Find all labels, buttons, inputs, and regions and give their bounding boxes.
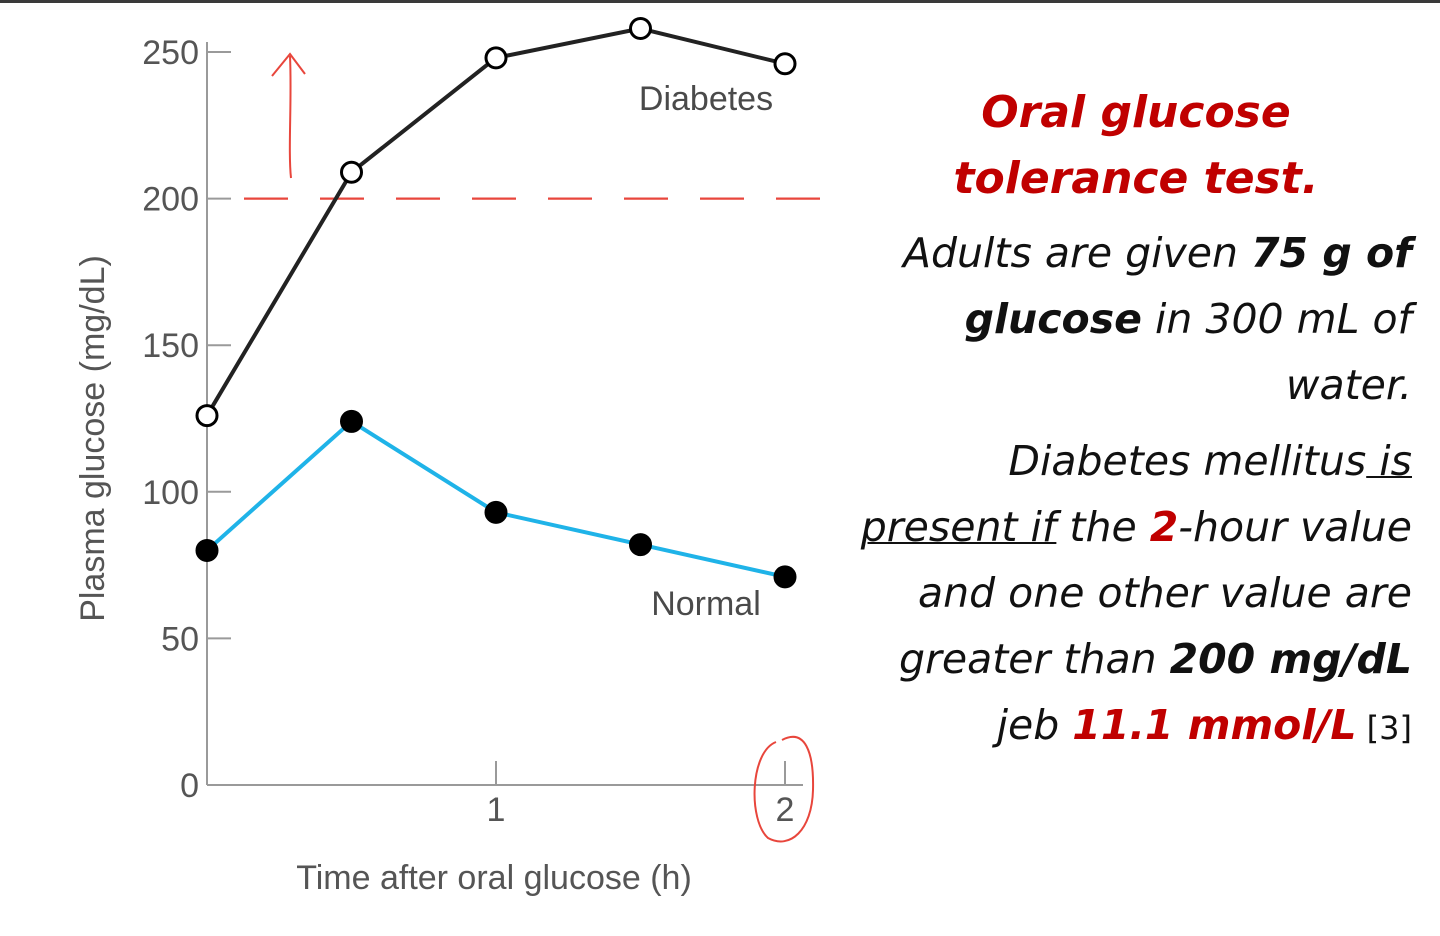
up-arrow-annotation <box>271 52 306 179</box>
data-point-normal <box>629 533 652 557</box>
top-border <box>0 0 1440 3</box>
criteria-threshold-mgdl: 200 mg/dL <box>1169 635 1412 683</box>
data-point-normal <box>773 565 797 589</box>
criteria-threshold-mmol: 11.1 mmol/L <box>1072 701 1357 749</box>
series-label-normal: Normal <box>651 585 761 623</box>
dose-paragraph: Adults are given 75 g of glucose in 300 … <box>860 220 1412 418</box>
criteria-text-4: jeb <box>996 701 1073 749</box>
data-point-diabetes <box>629 17 652 41</box>
x-tick-label: 2 <box>776 791 795 829</box>
data-point-diabetes <box>484 46 508 70</box>
y-tick-label: 200 <box>142 181 199 219</box>
criteria-text: Diabetes mellitus <box>1008 437 1367 485</box>
y-tick-label: 250 <box>142 34 199 72</box>
citation: [3] <box>1356 709 1412 747</box>
x-axis-title: Time after oral glucose (h) <box>296 859 692 897</box>
data-point-diabetes <box>773 52 797 76</box>
dose-amount: 75 g of glucose <box>964 229 1412 343</box>
criteria-underlined: is present if <box>860 437 1412 551</box>
data-point-diabetes <box>340 160 363 184</box>
data-point-normal <box>340 409 363 433</box>
panel-title: Oral glucose tolerance test. <box>953 87 1319 204</box>
y-tick-label: 0 <box>180 767 199 805</box>
criteria-text-3: -hour value and one other value are grea… <box>898 503 1412 683</box>
glucose-chart: 0 50 100 150 200 250 1 2 Plasma glucose (mg/dL… <box>74 17 820 897</box>
criteria-hour-number: 2 <box>1149 503 1179 551</box>
data-point-diabetes <box>195 404 219 428</box>
info-panel: Oral glucose tolerance test. Adults are … <box>860 80 1412 771</box>
series-label-diabetes: Diabetes <box>639 80 773 118</box>
y-tick-label: 100 <box>142 474 199 512</box>
circled-2-hour-annotation <box>753 735 815 843</box>
x-tick-label: 1 <box>487 791 506 829</box>
data-point-normal <box>195 538 219 562</box>
y-tick-label: 150 <box>142 327 199 365</box>
dose-volume: in 300 mL of water. <box>1141 295 1412 409</box>
data-point-normal <box>484 500 508 524</box>
y-tick-label: 50 <box>161 620 199 658</box>
criteria-text-2: the <box>1056 503 1150 551</box>
criteria-paragraph: Diabetes mellitus is present if the 2-ho… <box>860 428 1412 761</box>
series-line-normal <box>205 419 786 579</box>
y-axis-title: Plasma glucose (mg/dL) <box>74 255 112 622</box>
dose-text: Adults are given <box>902 229 1252 277</box>
